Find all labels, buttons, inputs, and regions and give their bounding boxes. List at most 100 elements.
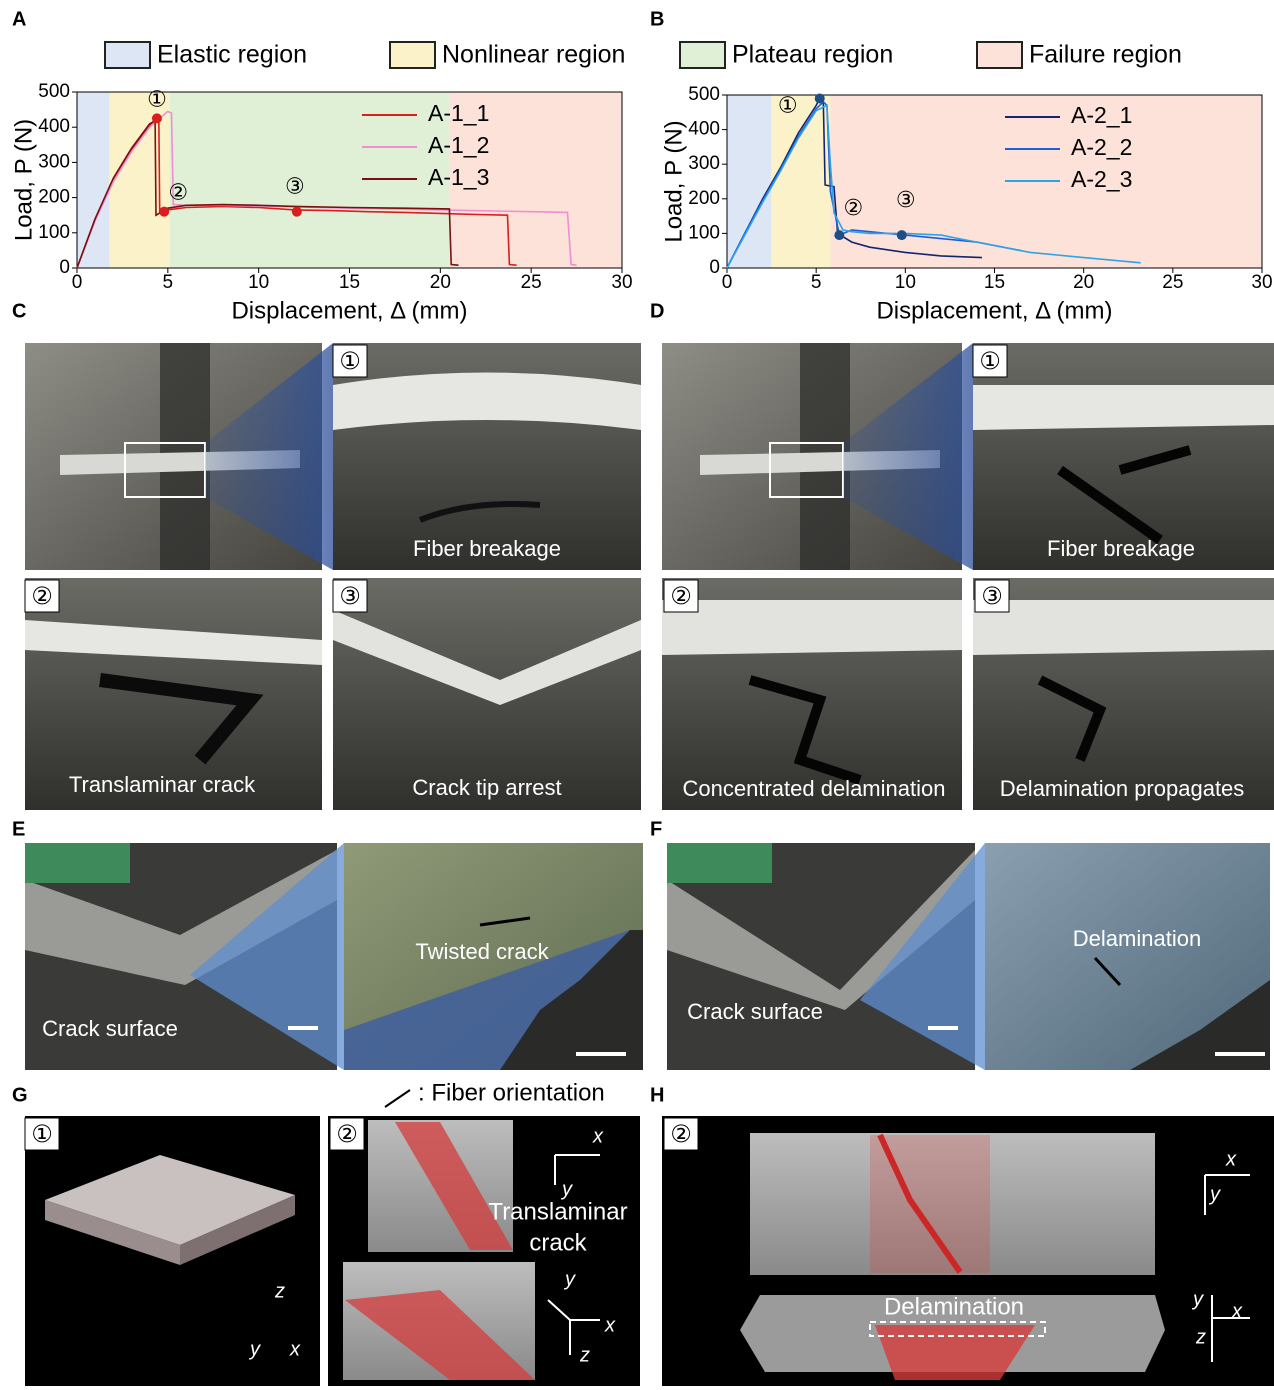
- axis-label: x: [592, 1125, 604, 1147]
- legend-swatch: [390, 42, 435, 68]
- specimen: [662, 600, 962, 655]
- x-tick-label: 30: [611, 272, 632, 293]
- marker-label: ②: [168, 181, 188, 206]
- scale-bar: [928, 1026, 958, 1030]
- marker-point: [815, 93, 825, 103]
- panel-g: : Fiber orientation ① z y x ② Translamin…: [25, 1079, 640, 1386]
- marker-point: [834, 230, 844, 240]
- crack-region: [870, 1135, 990, 1273]
- scale-bar: [1215, 1052, 1265, 1056]
- x-tick-label: 30: [1251, 272, 1272, 293]
- specimen: [973, 385, 1274, 430]
- marker-label: ③: [896, 188, 916, 213]
- x-tick-label: 10: [248, 272, 269, 293]
- marker-point: [152, 113, 162, 123]
- axis-label: z: [274, 1280, 285, 1302]
- legend-swatch: [680, 42, 725, 68]
- step-label: ②: [336, 1120, 358, 1148]
- y-tick-label: 300: [688, 153, 720, 174]
- y-tick-label: 400: [688, 119, 720, 140]
- panel-label: C: [12, 300, 26, 322]
- panel-label: A: [12, 8, 26, 30]
- x-tick-label: 0: [722, 272, 733, 293]
- axis-label: y: [248, 1338, 261, 1360]
- y-tick-label: 300: [38, 151, 70, 172]
- ruler: [667, 843, 772, 883]
- marker-label: ②: [843, 196, 863, 221]
- caption: Crack tip arrest: [412, 775, 561, 800]
- x-tick-label: 20: [1073, 272, 1094, 293]
- x-tick-label: 5: [163, 272, 174, 293]
- legend-label: Plateau region: [732, 41, 893, 69]
- marker-label: ③: [285, 175, 305, 200]
- y-tick-label: 400: [38, 116, 70, 137]
- region: [727, 95, 772, 268]
- y-tick-label: 100: [38, 222, 70, 243]
- scale-bar: [576, 1052, 626, 1056]
- x-axis-label: Displacement, Δ (mm): [876, 297, 1112, 324]
- axis-label: x: [1231, 1300, 1243, 1322]
- marker-point: [159, 207, 169, 217]
- region: [772, 95, 831, 268]
- caption: Delamination: [884, 1293, 1024, 1320]
- legend-label: A-2_2: [1071, 134, 1132, 160]
- marker-label: ①: [778, 93, 798, 118]
- legend-swatch: [105, 42, 150, 68]
- legend-label: Failure region: [1029, 41, 1182, 69]
- x-tick-label: 5: [811, 272, 822, 293]
- x-tick-label: 25: [1162, 272, 1183, 293]
- caption: Fiber breakage: [413, 536, 561, 561]
- legend-label: Nonlinear region: [442, 41, 625, 69]
- panel-label: G: [12, 1084, 28, 1106]
- panel-label: B: [650, 8, 664, 30]
- legend-label: A-1_3: [428, 164, 489, 190]
- legend-label: A-1_2: [428, 132, 489, 158]
- ruler: [25, 843, 130, 883]
- axis-label: y: [563, 1268, 576, 1290]
- legend-label: Elastic region: [157, 41, 307, 69]
- legend-label: A-1_1: [428, 100, 489, 126]
- x-tick-label: 15: [339, 272, 360, 293]
- panel-label: D: [650, 300, 664, 322]
- caption: Fiber breakage: [1047, 536, 1195, 561]
- legend-label: A-2_1: [1071, 102, 1132, 128]
- y-tick-label: 500: [38, 81, 70, 102]
- y-tick-label: 200: [38, 187, 70, 208]
- step-label: ②: [670, 582, 692, 610]
- y-axis-label: Load, P (N): [10, 119, 37, 241]
- x-tick-label: 10: [895, 272, 916, 293]
- y-tick-label: 0: [59, 257, 70, 278]
- charts: Elastic region Nonlinear region Plateau re…: [10, 41, 1272, 325]
- marker-point: [292, 207, 302, 217]
- y-tick-label: 0: [709, 257, 720, 278]
- arrow-icon: [385, 1090, 410, 1107]
- specimen: [973, 600, 1274, 655]
- panel-label: H: [650, 1084, 664, 1106]
- step-label: ①: [31, 1120, 53, 1148]
- step-label: ①: [979, 347, 1001, 375]
- caption: Twisted crack: [415, 939, 549, 964]
- crack-label: crack: [529, 1229, 587, 1256]
- panel-c: ① Fiber breakage ② Translaminar crack ③ …: [25, 343, 641, 810]
- caption: Delamination: [1073, 926, 1201, 951]
- x-tick-label: 0: [72, 272, 83, 293]
- axis-label: x: [604, 1314, 616, 1336]
- step-label: ③: [339, 582, 361, 610]
- caption: Crack surface: [42, 1016, 178, 1041]
- axis-label: z: [1195, 1326, 1206, 1348]
- x-tick-label: 15: [984, 272, 1005, 293]
- y-tick-label: 100: [688, 222, 720, 243]
- figure: A B C D E F G H Elastic regionNonlinear …: [0, 0, 1274, 1386]
- caption: Crack surface: [687, 999, 823, 1024]
- caption: Concentrated delamination: [683, 776, 946, 801]
- region: [77, 92, 110, 268]
- panel-h: ② Delamination x y y x z: [662, 1116, 1274, 1386]
- scale-bar: [288, 1026, 318, 1030]
- legend-label: A-2_3: [1071, 166, 1132, 192]
- y-tick-label: 500: [688, 84, 720, 105]
- panel-f: Delamination Crack surface: [667, 843, 1270, 1070]
- crack-label: Translaminar: [488, 1198, 627, 1225]
- x-tick-label: 25: [521, 272, 542, 293]
- panel-d: ① Fiber breakage ② Concentrated delamina…: [662, 343, 1274, 810]
- panel-e: Twisted crack Crack surface: [25, 843, 643, 1070]
